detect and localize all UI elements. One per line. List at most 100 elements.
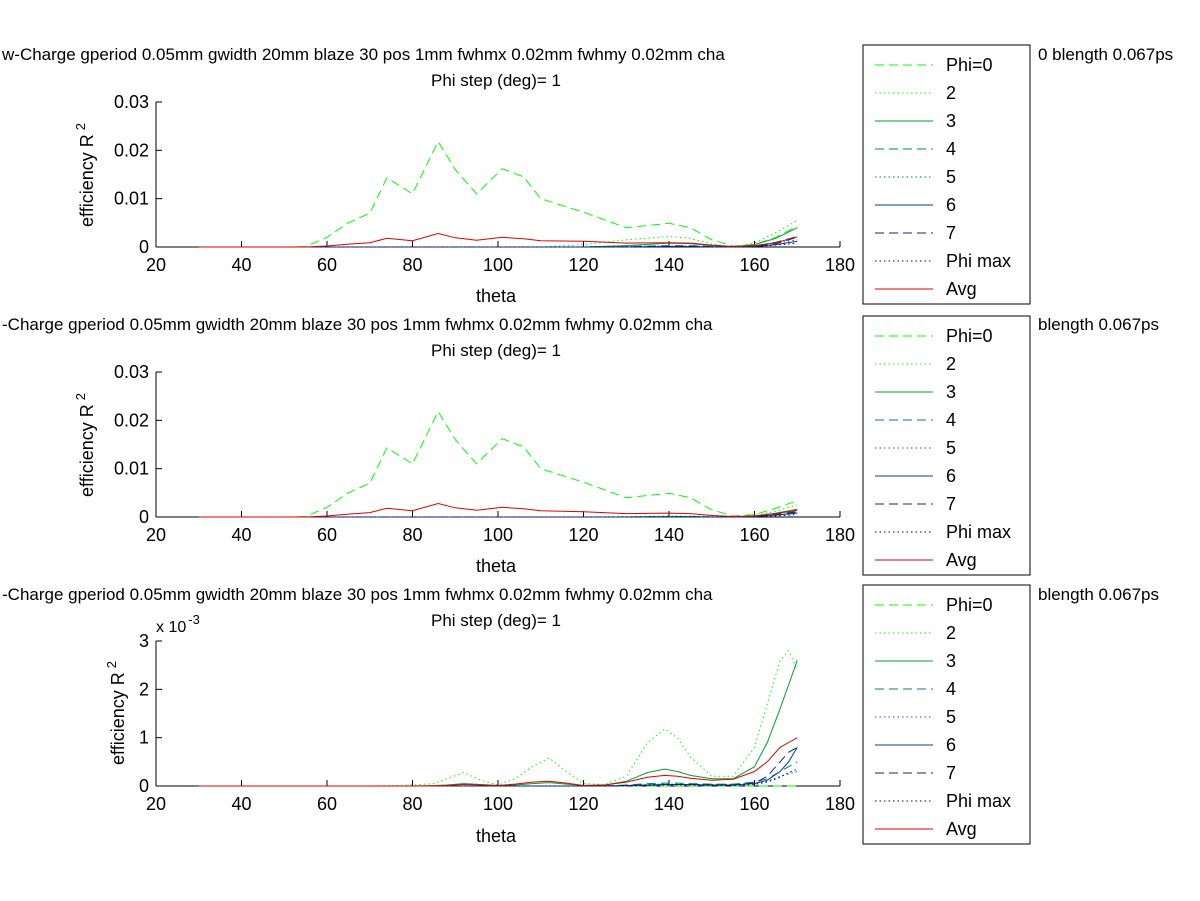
subplot-3-title-line1-right: blength 0.067ps [1038,585,1159,604]
y-tick-label: 0.01 [114,189,149,209]
legend-label: 5 [946,438,956,458]
x-tick-label: 180 [825,255,855,275]
y-tick-label: 1 [139,728,149,748]
x-tick-label: 160 [739,794,769,814]
legend-label: 5 [946,707,956,727]
subplot-3-title-line2: Phi step (deg)= 1 [431,611,561,630]
legend-label: 4 [946,679,956,699]
legend-label: 5 [946,167,956,187]
series-line-phi-0 [198,140,798,248]
series-line-6 [198,512,798,518]
legend-label: 4 [946,410,956,430]
x-tick-label: 160 [739,255,769,275]
x-tick-label: 140 [654,525,684,545]
y-tick-label: 0 [139,776,149,796]
legend-label: 2 [946,623,956,643]
legend-label: Avg [946,279,977,299]
subplot-1-plot-area: 20 40 60 80 100 120 140 160 180 0 0.01 0.02 0.03 [114,92,855,275]
subplot-3-ylabel: efficiency R2 [104,661,128,765]
subplot-2-title-line2: Phi step (deg)= 1 [431,341,561,360]
subplot-3-y-exponent: x 10 -3 [156,612,200,636]
legend-label: 2 [946,83,956,103]
subplot-3-xlabel: theta [476,826,517,846]
subplot-1: w-Charge gperiod 0.05mm gwidth 20mm blaz… [1,45,1173,306]
x-tick-label: 120 [568,794,598,814]
series-line-avg [198,502,798,518]
legend-label: 7 [946,223,956,243]
legend-label: 2 [946,354,956,374]
x-tick-label: 20 [146,255,166,275]
x-tick-label: 40 [231,525,251,545]
legend-label: 6 [946,466,956,486]
legend-label: 3 [946,651,956,671]
legend-2: Phi=0 2 3 4 5 6 7 Phi max Avg [862,315,1031,576]
legend-label: Phi=0 [946,595,993,615]
x-tick-label: 60 [317,255,337,275]
legend-label: 7 [946,494,956,514]
legend-label: 3 [946,111,956,131]
series-line-3 [198,660,798,787]
series-line-avg [198,232,798,248]
legend-label: 6 [946,735,956,755]
x-tick-label: 100 [483,794,513,814]
legend-3: Phi=0 2 3 4 5 6 7 Phi max Avg [862,584,1031,845]
subplot-3-plot-area: 20 40 60 80 100 120 140 160 180 0 1 2 3 [139,631,855,814]
x-tick-label: 100 [483,255,513,275]
legend-label: Phi=0 [946,326,993,346]
subplot-1-xlabel: theta [476,286,517,306]
legend-label: Avg [946,550,977,570]
subplot-2: -Charge gperiod 0.05mm gwidth 20mm blaze… [2,315,1159,576]
x-tick-label: 180 [825,525,855,545]
x-tick-label: 160 [739,525,769,545]
legend-box [862,44,1031,305]
y-tick-label: 0.03 [114,362,149,382]
legend-1: Phi=0 2 3 4 5 6 7 Phi max Avg [862,44,1031,305]
subplot-3: -Charge gperiod 0.05mm gwidth 20mm blaze… [2,585,1159,846]
legend-label: Phi max [946,791,1011,811]
series-line-2 [198,649,798,787]
legend-label: Phi=0 [946,55,993,75]
subplot-2-ylabel: efficiency R2 [73,393,97,497]
y-tick-label: 0.02 [114,140,149,160]
series-line-phi-0 [198,410,798,518]
y-tick-label: 0 [139,507,149,527]
y-tick-label: 0 [139,237,149,257]
y-tick-label: 2 [139,679,149,699]
legend-label: 7 [946,763,956,783]
subplot-1-title-line1-right: 0 blength 0.067ps [1038,45,1173,64]
x-tick-label: 100 [483,525,513,545]
x-tick-label: 80 [402,255,422,275]
legend-label: 6 [946,195,956,215]
subplot-1-ylabel: efficiency R2 [73,123,97,227]
x-tick-label: 40 [231,255,251,275]
series-line-avg [198,737,798,787]
legend-label: Avg [946,819,977,839]
legend-box [862,315,1031,576]
x-tick-label: 80 [402,525,422,545]
x-tick-label: 140 [654,255,684,275]
legend-box [862,584,1031,845]
y-tick-label: 0.03 [114,92,149,112]
x-tick-label: 140 [654,794,684,814]
y-tick-label: 0.01 [114,459,149,479]
subplot-3-title-line1: -Charge gperiod 0.05mm gwidth 20mm blaze… [2,585,713,604]
legend-label: 4 [946,139,956,159]
x-tick-label: 80 [402,794,422,814]
subplot-1-title-line2: Phi step (deg)= 1 [431,71,561,90]
x-tick-label: 60 [317,525,337,545]
y-tick-label: 3 [139,631,149,651]
legend-label: Phi max [946,251,1011,271]
series-line-2 [198,219,798,248]
subplot-2-title-line1: -Charge gperiod 0.05mm gwidth 20mm blaze… [2,315,713,334]
legend-label: Phi max [946,522,1011,542]
x-tick-label: 180 [825,794,855,814]
x-tick-label: 40 [231,794,251,814]
series-line-6 [198,240,798,248]
x-tick-label: 120 [568,525,598,545]
x-tick-label: 20 [146,794,166,814]
legend-label: 3 [946,382,956,402]
x-tick-label: 60 [317,794,337,814]
y-tick-label: 0.02 [114,410,149,430]
subplot-2-title-line1-right: blength 0.067ps [1038,315,1159,334]
